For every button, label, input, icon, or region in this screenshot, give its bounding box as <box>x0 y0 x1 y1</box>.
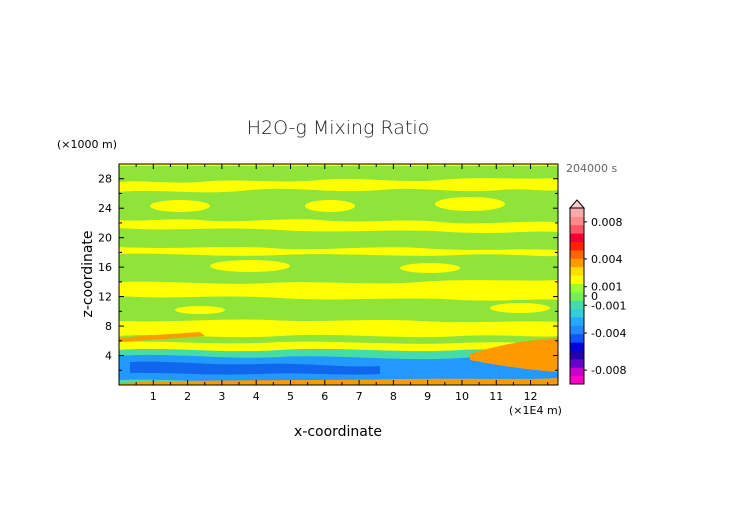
band-mid-3 <box>119 296 558 323</box>
heatmap-field <box>119 164 558 385</box>
hole-1 <box>150 200 210 212</box>
y-tick-label: 8 <box>105 320 112 333</box>
colorbar-label: 0.004 <box>591 253 623 266</box>
colorbar-swatch <box>570 216 584 226</box>
colorbar-swatch <box>570 350 584 360</box>
plot-frame <box>118 163 559 386</box>
colorbar-swatch <box>570 325 584 335</box>
x-tick-label: 8 <box>390 390 397 403</box>
x-tick-label: 2 <box>184 390 191 403</box>
x-axis-label: x-coordinate <box>294 424 382 440</box>
band-upper-1 <box>119 166 558 183</box>
x-tick-label: 3 <box>218 390 225 403</box>
colorbar-label: 0 <box>591 290 598 303</box>
colorbar-swatch <box>570 291 584 301</box>
colorbar-label: -0.008 <box>591 364 626 377</box>
y-tick-label: 20 <box>98 232 112 245</box>
colorbar-swatch <box>570 358 584 368</box>
colorbar-swatch <box>570 233 584 243</box>
colorbar-swatch <box>570 249 584 259</box>
colorbar-swatch <box>570 316 584 326</box>
y-tick-label: 28 <box>98 173 112 186</box>
x-tick-label: 11 <box>489 390 503 403</box>
lower-orange-surface <box>119 378 558 385</box>
time-label: 204000 s <box>566 162 617 175</box>
colorbar-swatch <box>570 375 584 385</box>
colorbar-label: -0.001 <box>591 299 626 312</box>
lower-blue-core <box>130 361 380 375</box>
x-tick-label: 5 <box>287 390 294 403</box>
colorbar-swatch <box>570 208 584 217</box>
colorbar-swatch <box>570 275 584 284</box>
hole-4 <box>210 260 290 272</box>
colorbar-swatch <box>570 333 584 343</box>
chart-title: H2O-g Mixing Ratio <box>247 117 430 139</box>
x-tick-label: 10 <box>455 390 469 403</box>
x-tick-label: 9 <box>424 390 431 403</box>
x-tick-label: 1 <box>150 390 157 403</box>
x-tick-label: 4 <box>253 390 260 403</box>
colorbar-swatch <box>570 258 584 268</box>
colorbar-label: 0.001 <box>591 281 623 294</box>
x-tick-label: 7 <box>356 390 363 403</box>
colorbar-extend-triangle <box>568 199 586 209</box>
colorbar-swatch <box>570 300 584 310</box>
y-tick-label: 16 <box>98 261 112 274</box>
y-tick-label: 12 <box>98 291 112 304</box>
y-axis-label: z-coordinate <box>80 230 96 317</box>
colorbar-swatch <box>570 266 584 276</box>
lower-orange-right <box>470 338 558 372</box>
x-tick-label: 6 <box>321 390 328 403</box>
x-unit-label: (×1E4 m) <box>509 404 562 417</box>
lower-orange-left <box>119 332 205 342</box>
y-tick-label: 4 <box>105 350 112 363</box>
colorbar-swatch <box>570 367 584 377</box>
hole-7 <box>490 303 550 313</box>
colorbar-swatch <box>570 224 584 234</box>
colorbar-label: -0.004 <box>591 327 626 340</box>
x-tick-label: 12 <box>524 390 538 403</box>
colorbar-swatch <box>570 283 584 293</box>
band-mid-1 <box>119 228 558 250</box>
hole-6 <box>175 306 225 314</box>
colorbar-swatch <box>570 241 584 251</box>
colorbar-swatch <box>570 342 584 351</box>
hole-2 <box>305 200 355 212</box>
hole-3 <box>435 197 505 211</box>
y-unit-label: (×1000 m) <box>57 138 117 151</box>
y-tick-label: 24 <box>98 202 112 215</box>
colorbar-swatch <box>570 308 584 318</box>
hole-5 <box>400 263 460 273</box>
band-mid-2 <box>119 253 558 284</box>
colorbar-label: 0.008 <box>591 216 623 229</box>
